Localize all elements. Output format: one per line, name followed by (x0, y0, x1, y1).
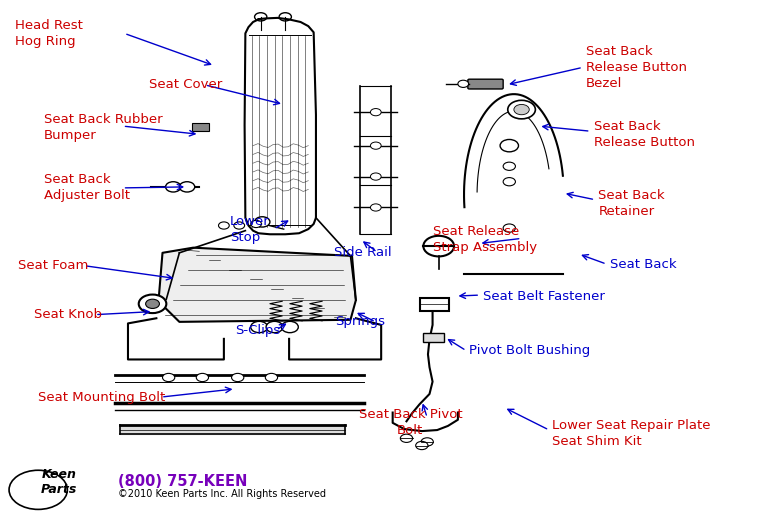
Text: Pivot Bolt Bushing: Pivot Bolt Bushing (470, 344, 591, 357)
Text: ©2010 Keen Parts Inc. All Rights Reserved: ©2010 Keen Parts Inc. All Rights Reserve… (118, 490, 326, 499)
Circle shape (255, 217, 270, 227)
Polygon shape (120, 425, 345, 434)
Text: Seat Back
Retainer: Seat Back Retainer (598, 189, 665, 218)
Circle shape (281, 321, 298, 333)
Circle shape (251, 220, 262, 227)
Circle shape (232, 373, 244, 382)
Text: Seat Back: Seat Back (610, 257, 676, 270)
Text: Keen
Parts: Keen Parts (41, 468, 77, 496)
Circle shape (139, 295, 166, 313)
Circle shape (503, 178, 515, 186)
Circle shape (507, 100, 535, 119)
Circle shape (146, 299, 159, 308)
Circle shape (266, 373, 278, 382)
Polygon shape (464, 94, 563, 275)
Circle shape (503, 162, 515, 170)
Circle shape (458, 80, 469, 88)
Circle shape (514, 105, 529, 115)
Text: Seat Back Rubber
Bumper: Seat Back Rubber Bumper (44, 113, 162, 142)
Polygon shape (156, 248, 356, 322)
Text: Seat Back
Release Button
Bezel: Seat Back Release Button Bezel (586, 45, 687, 90)
Circle shape (162, 373, 175, 382)
Text: Seat Cover: Seat Cover (149, 78, 223, 91)
Text: Lower Seat Repair Plate
Seat Shim Kit: Lower Seat Repair Plate Seat Shim Kit (552, 419, 711, 448)
Text: Head Rest
Hog Ring: Head Rest Hog Ring (15, 19, 83, 48)
Polygon shape (245, 18, 316, 234)
Text: S-Clips: S-Clips (236, 324, 280, 337)
Circle shape (500, 139, 518, 152)
FancyBboxPatch shape (468, 79, 503, 89)
Circle shape (196, 373, 209, 382)
Text: Side Rail: Side Rail (333, 246, 391, 259)
Circle shape (370, 173, 381, 180)
Text: Lower
Stop: Lower Stop (230, 214, 270, 243)
Circle shape (166, 182, 181, 192)
Bar (420, 298, 449, 310)
Circle shape (234, 222, 245, 229)
Circle shape (370, 142, 381, 149)
Text: Springs: Springs (335, 315, 385, 328)
Circle shape (503, 224, 515, 232)
Circle shape (370, 204, 381, 211)
Bar (192, 123, 209, 131)
Text: Seat Mounting Bolt: Seat Mounting Bolt (38, 391, 166, 404)
Circle shape (370, 109, 381, 116)
Bar (423, 333, 444, 342)
Circle shape (400, 434, 413, 442)
Text: Seat Knob: Seat Knob (34, 308, 102, 321)
Text: Seat Back Pivot
Bolt: Seat Back Pivot Bolt (359, 408, 462, 437)
Circle shape (416, 441, 428, 450)
Text: (800) 757-KEEN: (800) 757-KEEN (118, 474, 247, 489)
Circle shape (219, 222, 229, 229)
Circle shape (251, 321, 268, 333)
Circle shape (266, 321, 283, 333)
Text: Seat Release
Strap Assembly: Seat Release Strap Assembly (433, 225, 537, 254)
Text: Seat Belt Fastener: Seat Belt Fastener (484, 290, 605, 303)
Circle shape (9, 470, 67, 509)
Circle shape (179, 182, 195, 192)
Text: Seat Back
Release Button: Seat Back Release Button (594, 120, 695, 149)
Text: Seat Foam: Seat Foam (18, 259, 89, 272)
Text: Seat Back
Adjuster Bolt: Seat Back Adjuster Bolt (44, 174, 129, 203)
Circle shape (421, 438, 434, 446)
